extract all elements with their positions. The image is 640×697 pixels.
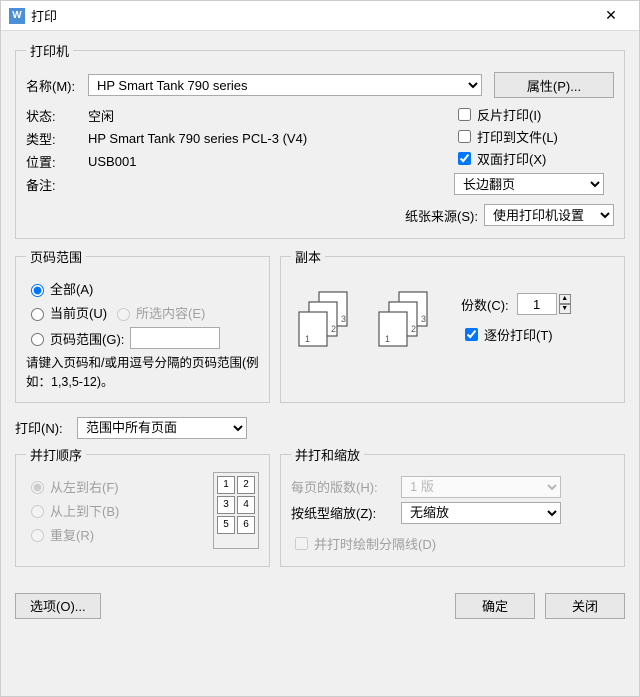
cancel-button[interactable]: 关闭 <box>545 593 625 619</box>
printer-name-label: 名称(M): <box>26 76 88 95</box>
copies-count-input[interactable] <box>517 293 557 315</box>
comment-label: 备注: <box>26 175 88 194</box>
status-label: 状态: <box>26 106 88 125</box>
order-repeat-label: 重复(R) <box>50 525 94 544</box>
type-label: 类型: <box>26 129 88 148</box>
order-repeat-radio <box>31 529 44 542</box>
svg-text:2: 2 <box>331 324 336 334</box>
order-ttb-label: 从上到下(B) <box>50 501 119 520</box>
svg-text:1: 1 <box>385 334 390 344</box>
draw-lines-label: 并打时绘制分隔线(D) <box>314 534 436 553</box>
range-current-radio[interactable] <box>31 308 44 321</box>
ok-button[interactable]: 确定 <box>455 593 535 619</box>
scale-label: 按纸型缩放(Z): <box>291 503 401 522</box>
duplex-checkbox[interactable] <box>458 152 471 165</box>
reverse-label: 反片打印(I) <box>477 105 541 124</box>
range-group: 页码范围 全部(A) 当前页(U) 所选内容(E) 页码范围(G): 请键入页码… <box>15 247 270 403</box>
duplex-label: 双面打印(X) <box>477 149 546 168</box>
svg-text:1: 1 <box>305 334 310 344</box>
range-hint: 请键入页码和/或用逗号分隔的页码范围(例如：1,3,5-12)。 <box>26 354 259 392</box>
copies-legend: 副本 <box>291 247 325 266</box>
svg-text:2: 2 <box>411 324 416 334</box>
to-file-label: 打印到文件(L) <box>477 127 558 146</box>
draw-lines-checkbox <box>295 537 308 550</box>
printer-legend: 打印机 <box>26 41 73 60</box>
where-value: USB001 <box>88 154 136 169</box>
range-pages-label: 页码范围(G): <box>50 329 124 348</box>
copies-count-label: 份数(C): <box>461 295 509 314</box>
titlebar: W 打印 ✕ <box>1 1 639 31</box>
svg-text:3: 3 <box>341 314 346 324</box>
collate-icon: 321 321 <box>291 288 451 348</box>
paper-source-select[interactable]: 使用打印机设置 <box>484 204 614 226</box>
where-label: 位置: <box>26 152 88 171</box>
range-legend: 页码范围 <box>26 247 86 266</box>
paper-source-label: 纸张来源(S): <box>405 206 478 225</box>
printer-name-select[interactable]: HP Smart Tank 790 series <box>88 74 482 96</box>
order-ttb-radio <box>31 505 44 518</box>
range-all-label: 全部(A) <box>50 279 93 298</box>
print-what-label: 打印(N): <box>15 418 77 437</box>
window-title: 打印 <box>31 6 591 25</box>
order-ltr-radio <box>31 481 44 494</box>
range-selection-label: 所选内容(E) <box>136 303 205 322</box>
copies-group: 副本 321 321 份数(C): <box>280 247 625 403</box>
pages-per-select: 1 版 <box>401 476 561 498</box>
collate-label: 逐份打印(T) <box>484 325 553 344</box>
range-selection-radio <box>117 308 130 321</box>
app-icon: W <box>9 8 25 24</box>
to-file-checkbox[interactable] <box>458 130 471 143</box>
type-value: HP Smart Tank 790 series PCL-3 (V4) <box>88 131 307 146</box>
status-value: 空闲 <box>88 106 114 125</box>
properties-button[interactable]: 属性(P)... <box>494 72 614 98</box>
collate-checkbox[interactable] <box>465 328 478 341</box>
print-what-select[interactable]: 范围中所有页面 <box>77 417 247 439</box>
range-current-label: 当前页(U) <box>50 303 107 322</box>
pages-per-label: 每页的版数(H): <box>291 477 401 496</box>
zoom-group: 并打和缩放 每页的版数(H): 1 版 按纸型缩放(Z): 无缩放 并打时绘制分… <box>280 445 625 567</box>
printer-group: 打印机 名称(M): HP Smart Tank 790 series 属性(P… <box>15 41 625 239</box>
close-button[interactable]: ✕ <box>591 7 631 24</box>
order-group: 并打顺序 从左到右(F) 从上到下(B) 重复(R) 12 34 56 <box>15 445 270 567</box>
duplex-mode-select[interactable]: 长边翻页 <box>454 173 604 195</box>
range-all-radio[interactable] <box>31 284 44 297</box>
reverse-checkbox[interactable] <box>458 108 471 121</box>
scale-select[interactable]: 无缩放 <box>401 502 561 524</box>
copies-down[interactable]: ▼ <box>559 304 571 314</box>
copies-up[interactable]: ▲ <box>559 294 571 304</box>
order-preview: 12 34 56 <box>213 472 259 549</box>
order-legend: 并打顺序 <box>26 445 86 464</box>
order-ltr-label: 从左到右(F) <box>50 477 119 496</box>
range-pages-input[interactable] <box>130 327 220 349</box>
zoom-legend: 并打和缩放 <box>291 445 364 464</box>
range-pages-radio[interactable] <box>31 333 44 346</box>
options-button[interactable]: 选项(O)... <box>15 593 101 619</box>
svg-text:3: 3 <box>421 314 426 324</box>
